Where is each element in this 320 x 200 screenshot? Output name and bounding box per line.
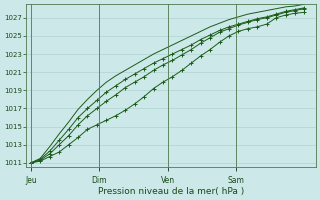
X-axis label: Pression niveau de la mer( hPa ): Pression niveau de la mer( hPa ) [98,187,244,196]
